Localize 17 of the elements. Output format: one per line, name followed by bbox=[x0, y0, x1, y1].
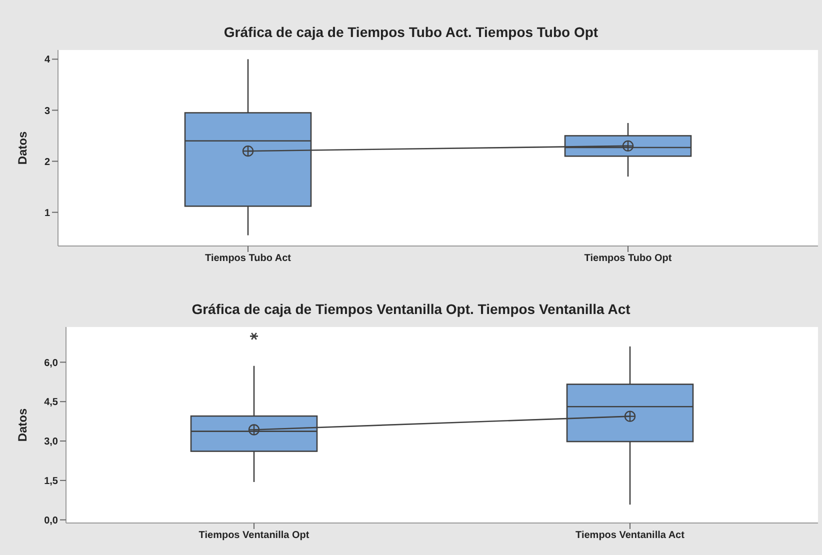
y-tick-label: 1,5 bbox=[44, 476, 58, 487]
y-tick-label: 1 bbox=[44, 208, 50, 219]
y-tick-label: 0,0 bbox=[44, 515, 58, 526]
x-tick-label: Tiempos Tubo Opt bbox=[584, 253, 672, 264]
x-tick-label: Tiempos Tubo Act bbox=[205, 253, 292, 264]
x-tick-label: Tiempos Ventanilla Act bbox=[576, 530, 686, 542]
y-tick-label: 4,5 bbox=[44, 397, 58, 408]
y-tick-label: 6,0 bbox=[44, 358, 58, 369]
x-tick-label: Tiempos Ventanilla Opt bbox=[198, 530, 310, 542]
y-tick-label: 3,0 bbox=[44, 436, 58, 448]
y-tick-label: 4 bbox=[44, 54, 50, 66]
y-axis-title: Datos bbox=[15, 408, 30, 442]
chart-title: Gráfica de caja de Tiempos Ventanilla Opt. Tiempos Ventanilla Act bbox=[190, 300, 632, 317]
y-tick-label: 3 bbox=[44, 106, 50, 117]
chart-title: Gráfica de caja de Tiempos Tubo Act. Tiempos Tubo Opt bbox=[222, 23, 600, 40]
y-axis-title: Datos bbox=[15, 131, 30, 165]
y-tick-label: 2 bbox=[44, 156, 50, 168]
